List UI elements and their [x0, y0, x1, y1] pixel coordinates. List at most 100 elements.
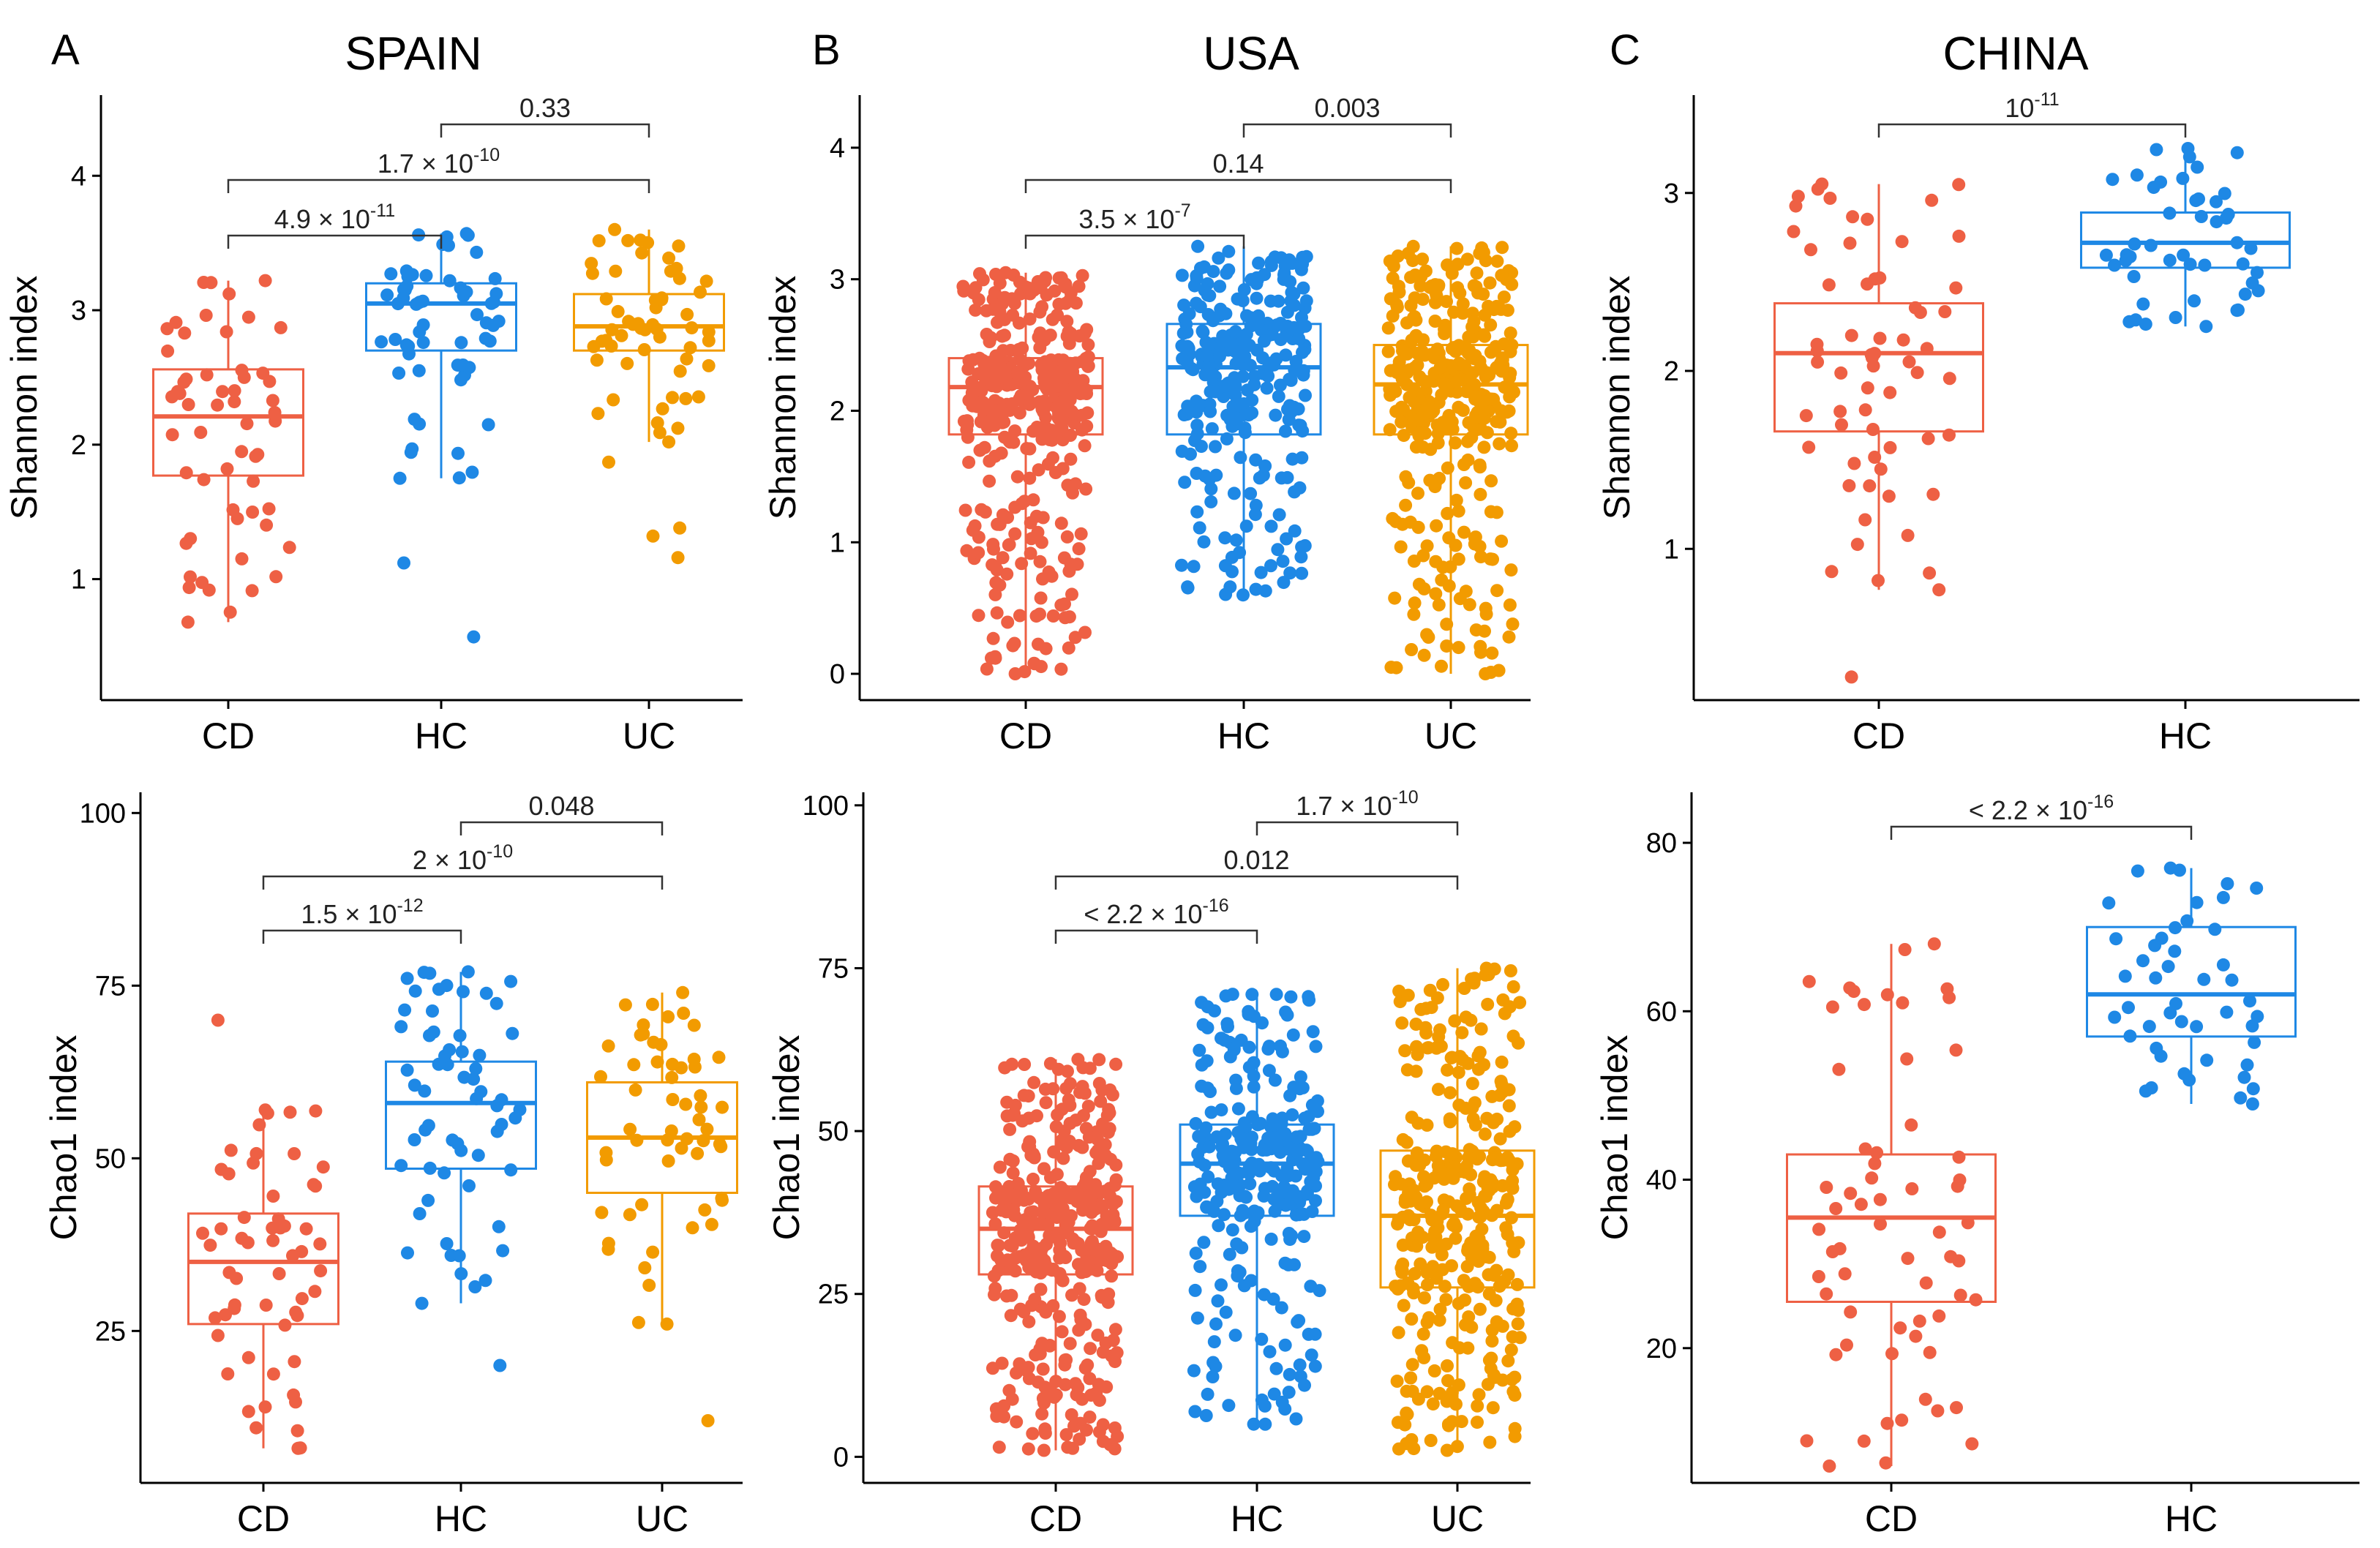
- data-point: [1182, 307, 1196, 320]
- data-point: [1444, 1086, 1457, 1100]
- data-point: [1486, 1401, 1500, 1415]
- data-point: [462, 1179, 476, 1192]
- data-point: [1023, 442, 1037, 456]
- data-point: [1282, 1386, 1296, 1399]
- data-point: [469, 1062, 483, 1075]
- data-point: [1825, 565, 1839, 579]
- data-point: [1833, 1241, 1847, 1255]
- y-tick-label: 50: [95, 1143, 126, 1174]
- data-point: [1465, 1077, 1479, 1091]
- data-point: [988, 418, 1002, 432]
- data-point: [980, 304, 994, 318]
- data-point: [316, 1160, 330, 1174]
- data-point: [634, 1028, 647, 1042]
- data-point: [1244, 486, 1258, 500]
- data-point: [1203, 337, 1217, 351]
- data-point: [1913, 306, 1927, 319]
- data-point: [496, 1244, 510, 1258]
- data-point: [1949, 1043, 1963, 1057]
- data-point: [958, 503, 972, 517]
- data-point: [1417, 582, 1431, 595]
- data-point: [630, 1133, 644, 1147]
- data-point: [987, 1269, 1001, 1283]
- data-point: [1257, 1288, 1271, 1301]
- data-point: [1046, 451, 1059, 465]
- data-point: [1457, 525, 1471, 539]
- data-point: [202, 583, 216, 597]
- data-point: [1277, 576, 1291, 590]
- data-point: [1229, 1073, 1243, 1087]
- outlier-point: [467, 630, 481, 644]
- data-point: [451, 446, 465, 460]
- data-point: [404, 446, 418, 459]
- box-CD: [977, 1053, 1134, 1457]
- data-point: [990, 606, 1004, 620]
- data-point: [2109, 932, 2123, 946]
- data-point: [1506, 980, 1520, 993]
- data-point: [1942, 372, 1956, 386]
- data-point: [1285, 256, 1299, 270]
- data-point: [307, 1178, 320, 1192]
- data-point: [1247, 1417, 1261, 1431]
- data-point: [1468, 1247, 1481, 1260]
- data-point: [2099, 248, 2113, 262]
- data-point: [1059, 1353, 1073, 1367]
- data-point: [1189, 1247, 1203, 1260]
- data-point: [1080, 387, 1094, 400]
- data-point: [1495, 1078, 1509, 1092]
- data-point: [601, 1236, 615, 1250]
- data-point: [1175, 558, 1188, 572]
- data-point: [1441, 421, 1454, 435]
- box-HC: [365, 227, 517, 644]
- data-point: [694, 1089, 707, 1102]
- data-point: [2199, 320, 2213, 334]
- significance-bracket: [1255, 821, 1459, 835]
- data-point: [1227, 486, 1241, 500]
- data-point: [1840, 1338, 1853, 1352]
- data-point: [1874, 1217, 1887, 1231]
- data-point: [2231, 303, 2245, 317]
- data-point: [637, 343, 651, 356]
- data-point: [2161, 960, 2175, 974]
- data-point: [1190, 467, 1204, 480]
- data-point: [1047, 1145, 1061, 1159]
- data-point: [1307, 1171, 1321, 1184]
- data-point: [1874, 462, 1888, 476]
- data-point: [1471, 423, 1484, 437]
- data-point: [1449, 1160, 1463, 1173]
- data-point: [1503, 598, 1517, 612]
- data-point: [1448, 1014, 1462, 1028]
- data-point: [1197, 1236, 1211, 1250]
- data-point: [1394, 540, 1408, 554]
- data-point: [1073, 1308, 1087, 1322]
- data-point: [1461, 435, 1474, 448]
- x-tick-label: HC: [1231, 1498, 1283, 1539]
- data-point: [1033, 555, 1047, 568]
- data-point: [1883, 386, 1897, 399]
- data-point: [1079, 482, 1093, 496]
- data-point: [220, 462, 234, 476]
- data-point: [1000, 1095, 1014, 1109]
- data-point: [595, 1206, 609, 1220]
- box-iqr: [152, 368, 304, 477]
- data-point: [995, 329, 1009, 343]
- data-point: [1298, 1111, 1312, 1125]
- data-point: [1064, 452, 1078, 466]
- data-point: [679, 391, 693, 405]
- data-point: [1011, 1176, 1025, 1190]
- data-point: [1037, 397, 1051, 411]
- data-point: [1269, 408, 1283, 422]
- data-point: [1175, 268, 1189, 282]
- data-point: [1396, 1239, 1410, 1252]
- data-point: [1053, 1267, 1067, 1280]
- data-point: [291, 1441, 305, 1455]
- data-point: [1013, 406, 1026, 420]
- data-point: [416, 336, 430, 350]
- y-tick-label: 3: [1664, 179, 1679, 209]
- data-point: [1489, 1293, 1503, 1307]
- data-point: [1034, 1266, 1048, 1280]
- data-point: [1444, 1115, 1457, 1129]
- data-point: [996, 371, 1010, 385]
- data-point: [1800, 1434, 1814, 1448]
- data-point: [1447, 1217, 1461, 1230]
